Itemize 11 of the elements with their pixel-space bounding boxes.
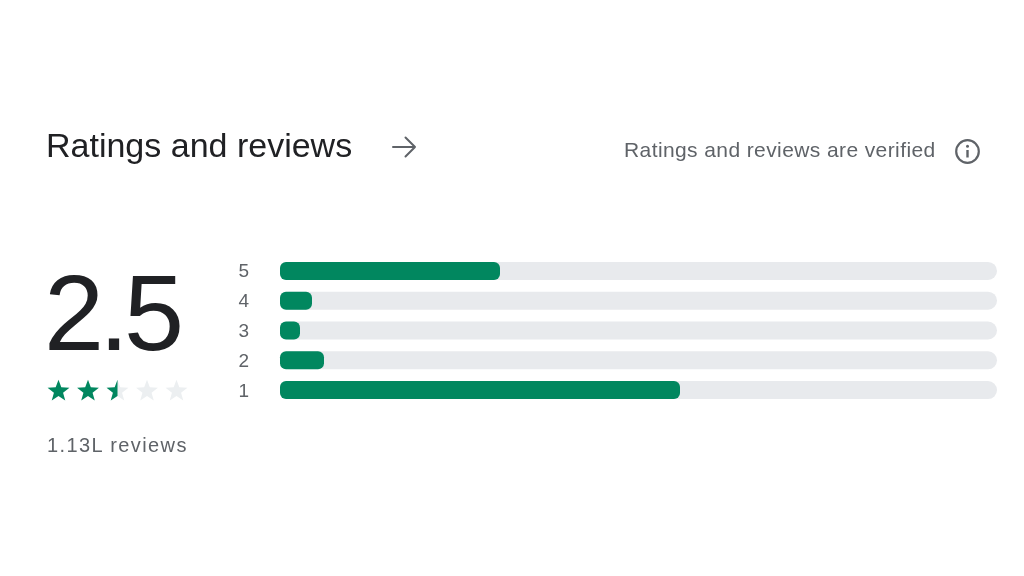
y-tick-label: 1 [238, 379, 249, 401]
y-tick-label: 5 [238, 260, 249, 282]
bar [280, 291, 312, 310]
bar [280, 351, 324, 370]
y-tick-label: 4 [238, 290, 250, 312]
text: Ratings and reviews are verified [624, 138, 936, 161]
y-tick-label: 3 [238, 320, 249, 341]
y-tick-label: 2 [238, 349, 249, 371]
chart-title: Ratings and reviews [46, 126, 353, 164]
text: 2.5 [44, 252, 180, 373]
text: 1.13L reviews [47, 434, 188, 456]
